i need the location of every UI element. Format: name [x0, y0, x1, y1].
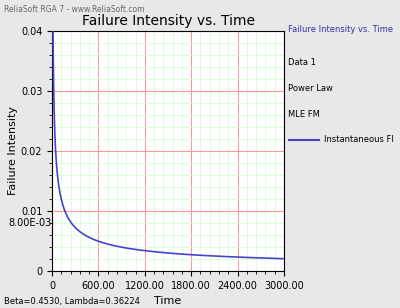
Text: Data 1: Data 1: [288, 58, 316, 67]
Text: Beta=0.4530, Lambda=0.36224: Beta=0.4530, Lambda=0.36224: [4, 298, 140, 306]
Text: Failure Intensity vs. Time: Failure Intensity vs. Time: [288, 25, 393, 34]
Title: Failure Intensity vs. Time: Failure Intensity vs. Time: [82, 14, 254, 28]
Text: MLE FM: MLE FM: [288, 110, 320, 119]
Y-axis label: Failure Intensity: Failure Intensity: [8, 107, 18, 195]
X-axis label: Time: Time: [154, 296, 182, 306]
Text: ReliaSoft RGA 7 - www.ReliaSoft.com: ReliaSoft RGA 7 - www.ReliaSoft.com: [4, 5, 144, 14]
Text: Instantaneous FI: Instantaneous FI: [324, 135, 394, 144]
Text: Power Law: Power Law: [288, 84, 333, 93]
Text: 8.00E-03: 8.00E-03: [9, 218, 52, 228]
